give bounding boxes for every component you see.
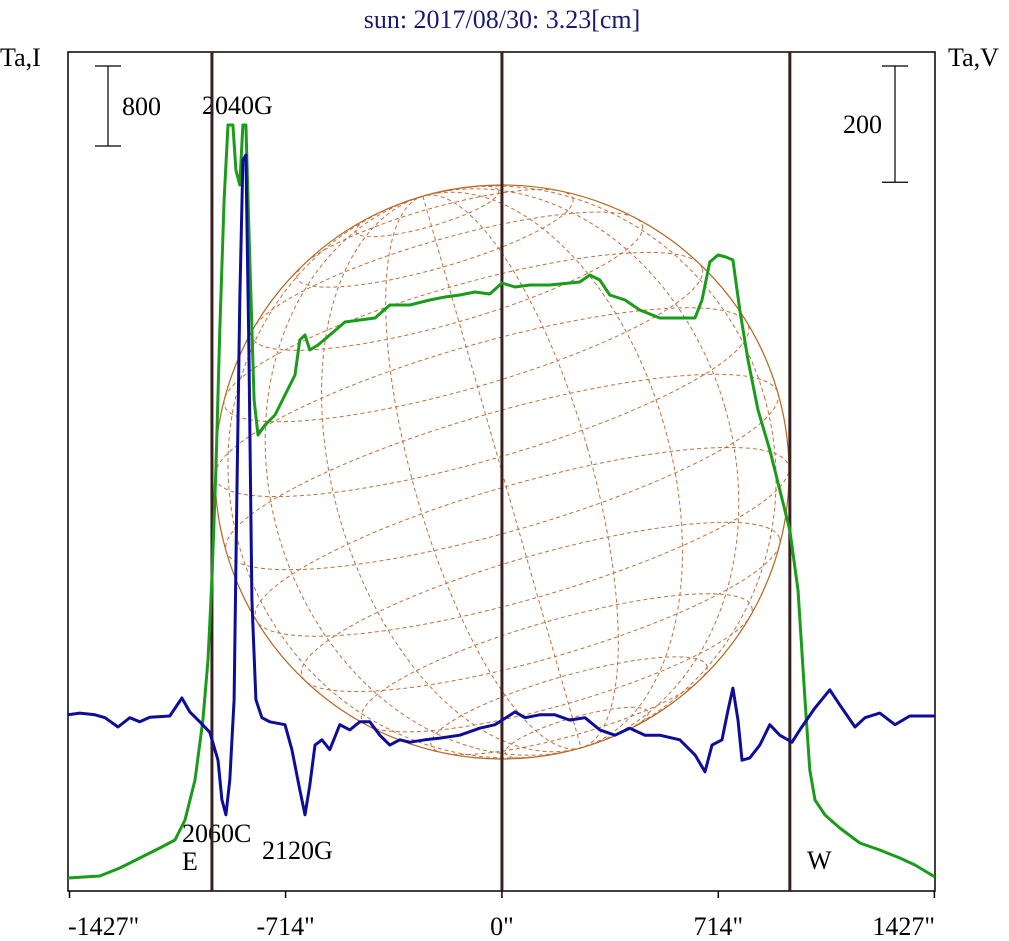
scale-bar-label: 800: [122, 92, 161, 121]
parallel: [296, 188, 574, 288]
x-tick-label: 1427": [872, 912, 935, 941]
x-tick-label: 714": [694, 912, 744, 941]
parallel: [225, 373, 779, 571]
annotation: 2040G: [202, 91, 273, 120]
parallel: [300, 521, 781, 693]
annotation: 2120G: [262, 836, 333, 865]
x-tick-label: -714": [256, 912, 314, 941]
parallel: [223, 251, 704, 423]
parallel: [251, 211, 644, 351]
annotation: 2060C: [182, 819, 251, 848]
annotation: E: [182, 847, 198, 876]
x-tick-label: -1427": [68, 912, 139, 941]
y2-axis-label: Ta,V: [948, 43, 999, 72]
series-line: [68, 123, 935, 880]
series-line: [68, 153, 935, 817]
y-axis-label: Ta,I: [0, 43, 41, 72]
chart-title: sun: 2017/08/30: 3.23[cm]: [364, 5, 641, 34]
parallel: [360, 593, 753, 733]
meridian: [321, 191, 683, 753]
annotation: W: [807, 846, 832, 875]
parallel: [430, 656, 708, 756]
x-tick-label: 0": [490, 912, 514, 941]
scale-bar-label: 200: [843, 110, 882, 139]
parallel: [504, 706, 649, 759]
